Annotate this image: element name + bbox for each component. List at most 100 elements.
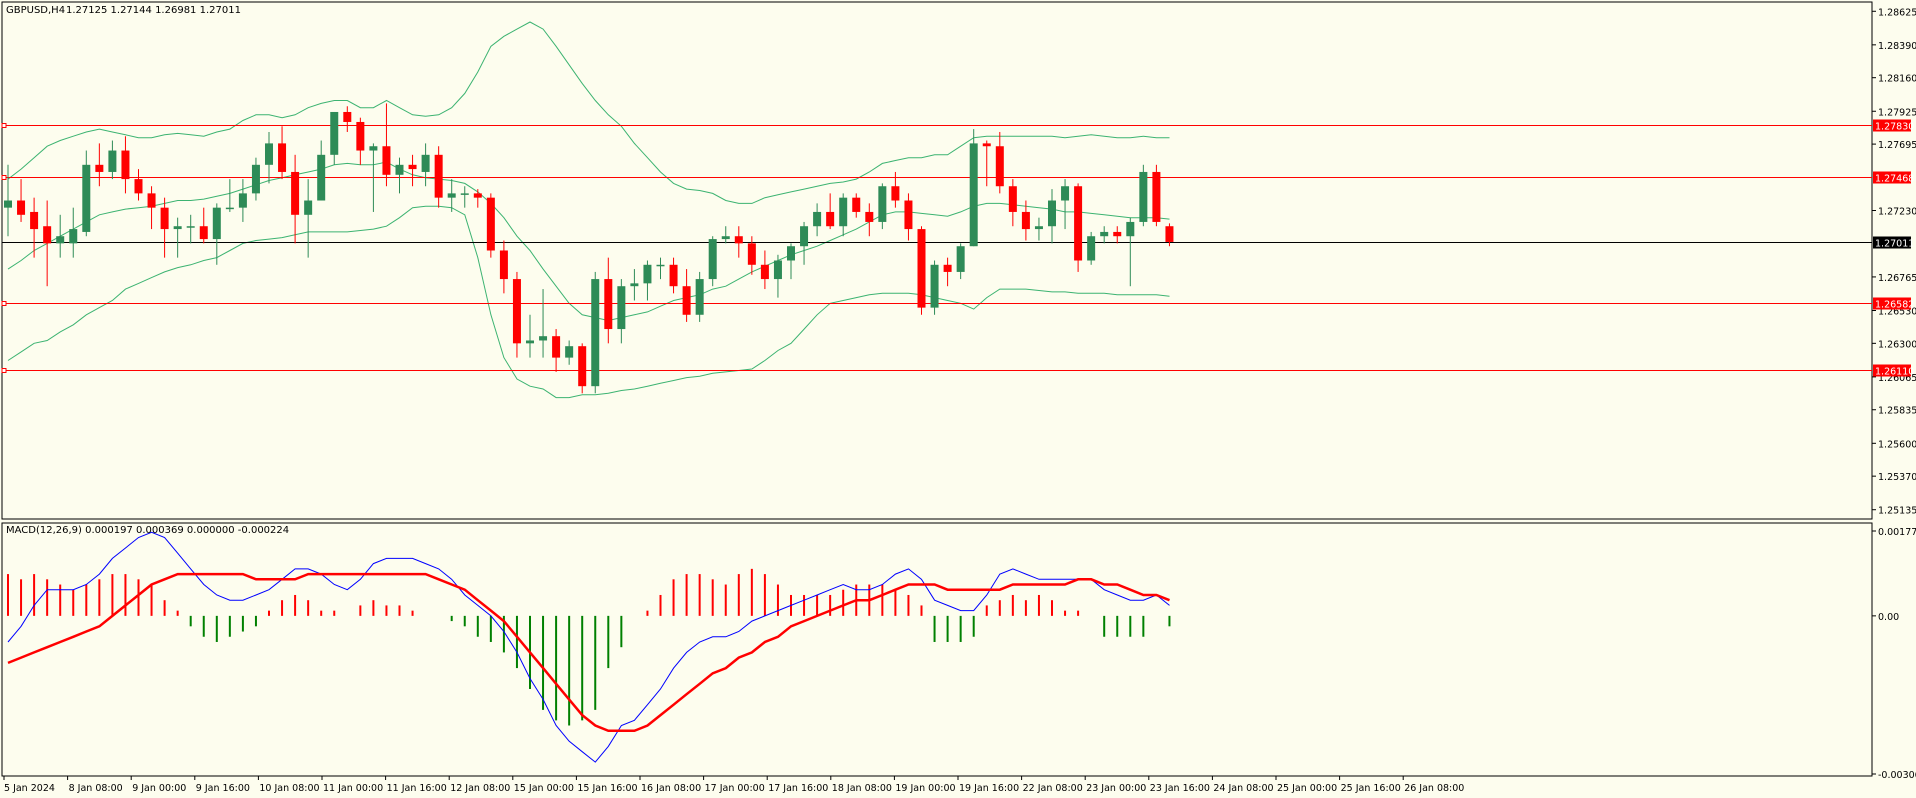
candle-body [408,164,417,170]
candle-body [630,283,639,287]
candle-body [1100,231,1109,237]
candle-body [499,250,508,280]
candle-body [682,286,691,315]
candle-body [800,226,809,247]
time-tick-label: 15 Jan 16:00 [577,783,637,794]
candle-body [956,246,965,272]
candle-body [1061,186,1070,201]
candle-body [369,146,378,151]
candle-body [434,154,443,198]
price-tag: 1.27011 [1875,239,1914,250]
candle-body [669,264,678,287]
candle-body [343,111,352,122]
candle-body [878,186,887,222]
candle-body [839,197,848,227]
candle-body [512,279,521,344]
candle-body [943,264,952,272]
time-tick-label: 16 Jan 08:00 [641,783,701,794]
candle-body [930,264,939,308]
band-lower-line [7,205,1170,399]
time-tick-label: 8 Jan 08:00 [69,783,123,794]
price-tick-label: 1.25135 [1878,506,1916,517]
price-tags: 1.27830 1.27468 1.26582 1.26110 1.27011 [1873,119,1914,378]
time-tick-label: 9 Jan 16:00 [196,783,250,794]
candle-body [1087,236,1096,261]
time-tick-label: 15 Jan 00:00 [514,783,574,794]
macd-pane-frame [1,522,1873,777]
time-tick-label: 23 Jan 16:00 [1150,783,1210,794]
candle-body [17,200,26,215]
candle-body [421,154,430,172]
candle-body [199,226,208,240]
candle-body [1008,186,1017,212]
time-tick-label: 11 Jan 16:00 [387,783,447,794]
macd-tick-label: 0.00 [1878,612,1899,623]
price-tick-label: 1.25600 [1878,439,1916,450]
level-anchor [1,301,7,306]
candle-body [917,229,926,308]
time-tick-label: 25 Jan 16:00 [1341,783,1401,794]
time-tick-label: 11 Jan 00:00 [323,783,383,794]
macd-axis: 0.001778 0.00 -0.003066 [1872,527,1916,781]
candle-body [134,179,143,194]
candle-body [56,236,65,244]
candle-body [826,211,835,227]
candle-body [1152,171,1161,222]
price-tag-bg [1873,236,1911,249]
level-anchor [1,175,7,180]
candle-body [82,164,91,232]
candle-body [565,346,574,358]
price-tag: 1.26110 [1875,367,1914,378]
candle-body [186,226,195,228]
macd-tick-label: -0.003066 [1878,770,1916,781]
candle-body [617,286,626,330]
time-axis: 5 Jan 2024 8 Jan 08:00 9 Jan 00:00 9 Jan 16… [3,776,1464,794]
price-tick-label: 1.25835 [1878,406,1916,417]
price-tick-label: 1.26300 [1878,339,1916,350]
time-tick-label: 24 Jan 08:00 [1213,783,1273,794]
candle-body [30,211,39,230]
candle-body [173,226,182,230]
candle-body [813,211,822,227]
macd-signal-line [7,572,1170,733]
candle-body [95,164,104,172]
price-tick-label: 1.27925 [1878,107,1916,118]
price-tag: 1.26582 [1875,300,1914,311]
candle-body [721,236,730,240]
time-tick-label: 12 Jan 08:00 [450,783,510,794]
candle-body [747,243,756,265]
band-upper-line [7,21,1170,204]
time-tick-label: 25 Jan 00:00 [1277,783,1337,794]
price-axis: 1.28625 1.28390 1.28160 1.27925 1.27695 1.272… [1872,7,1916,517]
candle-body [604,279,613,330]
candle-body [147,193,156,208]
candle-body [1021,211,1030,230]
candle-body [317,154,326,201]
candle-body [787,246,795,261]
time-tick-label: 17 Jan 16:00 [768,783,828,794]
candle-body [238,193,247,208]
macd-label: MACD(12,26,9) 0.000197 0.000369 0.000000… [6,525,289,536]
candlesticks [4,103,1174,394]
price-tag: 1.27830 [1875,122,1914,133]
candle-body [69,229,78,244]
candle-body [1048,200,1056,227]
time-tick-label: 10 Jan 08:00 [259,783,319,794]
price-tick-label: 1.25370 [1878,472,1916,483]
price-tick-label: 1.27230 [1878,207,1916,218]
candle-body [982,143,991,147]
candle-body [643,264,652,284]
time-tick-label: 18 Jan 08:00 [832,783,892,794]
time-tick-label: 5 Jan 2024 [4,783,55,794]
price-tick-label: 1.26530 [1878,306,1916,317]
candle-body [708,239,717,280]
candle-body [460,193,469,195]
candle-body [251,164,260,194]
candle-body [225,207,234,210]
time-tick-label: 9 Jan 00:00 [132,783,186,794]
time-tick-label: 17 Jan 00:00 [705,783,765,794]
price-tag: 1.27468 [1875,174,1914,185]
time-tick-label: 26 Jan 08:00 [1404,783,1464,794]
